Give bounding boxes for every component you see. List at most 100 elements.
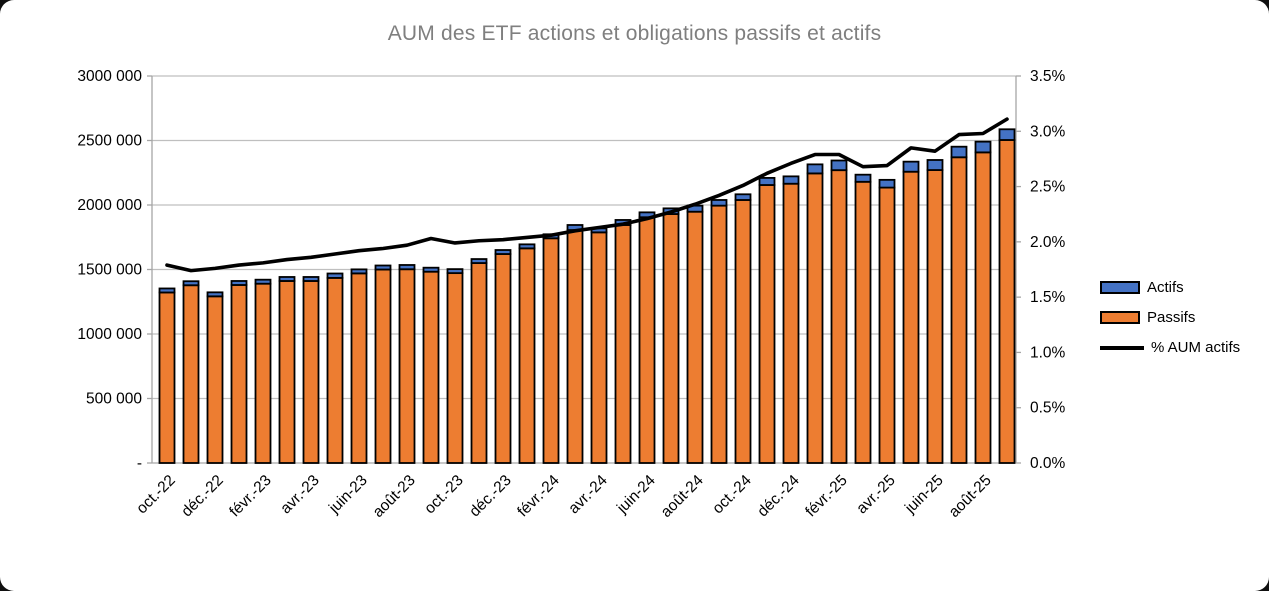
bar-passifs	[302, 280, 320, 464]
right-axis-tick-label: 2.0%	[1030, 234, 1066, 251]
right-axis-tick-label: 1.0%	[1030, 344, 1066, 361]
right-axis-tick-label: 0.5%	[1030, 400, 1066, 417]
legend-item-actifs: Actifs	[1100, 279, 1240, 296]
bar-passifs	[566, 229, 584, 464]
right-axis-tick-label: 2.5%	[1030, 179, 1066, 196]
bar-actifs	[782, 175, 800, 185]
bar-passifs	[278, 280, 296, 464]
bar-actifs	[446, 268, 464, 275]
bar-passifs	[806, 172, 824, 464]
bar-passifs	[374, 268, 392, 464]
x-axis-tick-label: déc.-23	[466, 472, 515, 521]
passifs-swatch-icon	[1100, 311, 1140, 324]
bar-actifs	[326, 272, 344, 279]
bar-passifs	[854, 180, 872, 464]
bar-actifs	[998, 128, 1016, 141]
bar-actifs	[518, 243, 536, 250]
bar-actifs	[854, 173, 872, 183]
bar-passifs	[878, 186, 896, 464]
x-axis-tick-label: août-23	[370, 472, 419, 521]
x-axis-tick-label: juin-24	[613, 472, 659, 518]
x-axis-tick-label: juin-25	[901, 472, 947, 518]
bar-passifs	[158, 291, 176, 464]
left-axis-tick-label: 3000 000	[77, 68, 142, 85]
bar-passifs	[734, 199, 752, 464]
bar-passifs	[614, 224, 632, 464]
chart-title: AUM des ETF actions et obligations passi…	[387, 22, 882, 45]
right-axis-tick-label: 3.5%	[1030, 68, 1066, 85]
bar-passifs	[230, 284, 248, 464]
bar-actifs	[806, 163, 824, 175]
bar-actifs	[758, 177, 776, 186]
right-axis-tick-label: 0.0%	[1030, 455, 1066, 472]
left-axis-tick-label: 1000 000	[77, 326, 142, 343]
bar-actifs	[734, 193, 752, 201]
bar-passifs	[662, 213, 680, 464]
left-axis-tick-label: -	[137, 455, 142, 472]
bar-passifs	[926, 169, 944, 464]
legend-label-passifs: Passifs	[1147, 309, 1196, 326]
bar-actifs	[494, 249, 512, 255]
bar-actifs	[278, 276, 296, 282]
bar-actifs	[422, 266, 440, 273]
bar-passifs	[902, 170, 920, 464]
left-axis-tick-label: 500 000	[86, 391, 142, 408]
bar-actifs	[182, 280, 200, 287]
x-axis-tick-label: avr.-23	[277, 472, 323, 518]
bar-passifs	[638, 216, 656, 464]
bar-actifs	[974, 140, 992, 154]
bar-passifs	[446, 272, 464, 464]
bar-actifs	[206, 291, 224, 298]
bar-actifs	[350, 268, 368, 275]
bar-actifs	[470, 258, 488, 264]
x-axis-tick-label: févr.-25	[802, 472, 851, 521]
bar-actifs	[926, 159, 944, 171]
bar-actifs	[254, 278, 272, 285]
left-axis-tick-label: 1500 000	[77, 262, 142, 279]
bar-passifs	[686, 210, 704, 464]
left-axis-tick-label: 2000 000	[77, 197, 142, 214]
bar-passifs	[710, 204, 728, 464]
bar-passifs	[542, 237, 560, 464]
bar-passifs	[782, 182, 800, 464]
bar-actifs	[710, 199, 728, 207]
x-axis-tick-label: févr.-23	[226, 472, 275, 521]
x-axis-tick-label: déc.-22	[178, 472, 227, 521]
x-axis-tick-label: févr.-24	[514, 472, 563, 521]
x-axis-tick-label: oct.-22	[133, 472, 179, 518]
x-axis-tick-label: oct.-24	[709, 472, 755, 518]
line-swatch-icon	[1100, 345, 1144, 350]
x-axis-tick-label: août-25	[946, 472, 995, 521]
x-axis-tick-label: août-24	[658, 472, 707, 521]
left-axis-tick-label: 2500 000	[77, 133, 142, 150]
bar-passifs	[350, 272, 368, 464]
bar-actifs	[302, 276, 320, 282]
bar-actifs	[398, 264, 416, 271]
pct-aum-actifs-line	[165, 117, 1009, 273]
bar-passifs	[518, 247, 536, 464]
bar-passifs	[494, 253, 512, 464]
bar-actifs	[902, 160, 920, 173]
bar-passifs	[998, 139, 1016, 464]
bar-passifs	[758, 184, 776, 464]
bar-passifs	[422, 270, 440, 464]
bar-actifs	[950, 145, 968, 159]
legend-label-actifs: Actifs	[1147, 279, 1184, 296]
legend-item-pct-line: % AUM actifs	[1100, 339, 1240, 356]
bar-actifs	[230, 280, 248, 286]
bar-actifs	[158, 287, 176, 294]
right-axis-tick-label: 3.0%	[1030, 123, 1066, 140]
actifs-swatch-icon	[1100, 281, 1140, 294]
x-axis-tick-label: avr.-25	[853, 472, 899, 518]
bar-passifs	[254, 282, 272, 464]
bar-passifs	[590, 231, 608, 464]
x-axis-tick-label: juin-23	[325, 472, 371, 518]
bar-passifs	[398, 268, 416, 464]
bar-passifs	[974, 151, 992, 464]
chart-legend: Actifs Passifs % AUM actifs	[1100, 279, 1240, 356]
legend-item-passifs: Passifs	[1100, 309, 1240, 326]
bar-actifs	[830, 159, 848, 172]
bar-passifs	[206, 295, 224, 464]
x-axis-tick-label: déc.-24	[754, 472, 803, 521]
